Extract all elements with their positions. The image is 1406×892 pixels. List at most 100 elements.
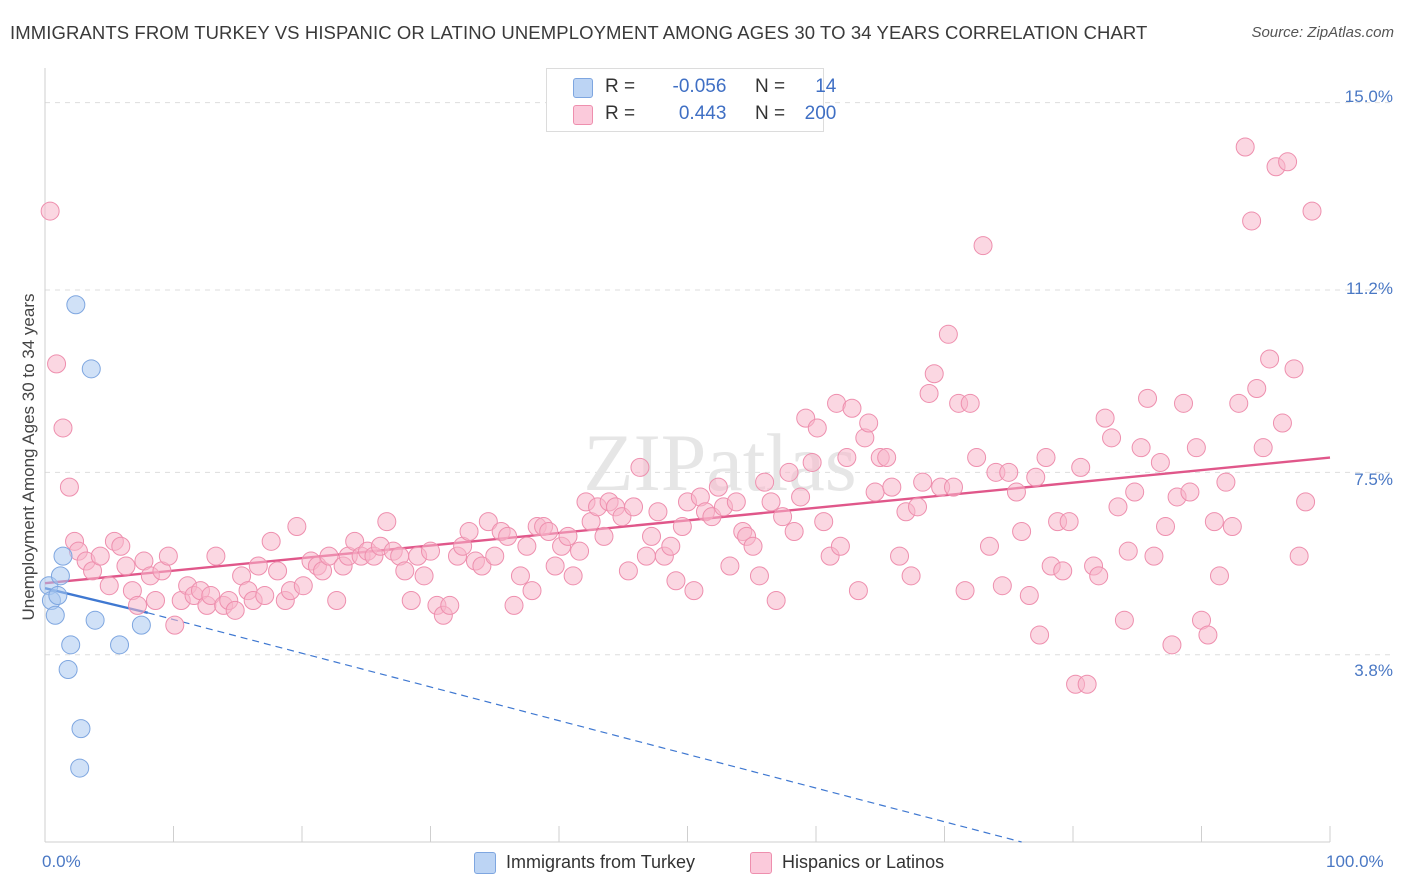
hispanic-point [1229, 393, 1249, 413]
hispanic-point [848, 581, 868, 601]
hispanic-point [594, 526, 614, 546]
source-credit: Source: ZipAtlas.com [1251, 24, 1394, 41]
hispanic-point [1071, 457, 1091, 477]
hispanic-point [708, 477, 728, 497]
hispanic-point [248, 556, 268, 576]
hispanic-point [293, 576, 313, 596]
turkey-point [131, 615, 151, 635]
hispanic-point [1102, 428, 1122, 448]
hispanic-point [1012, 521, 1032, 541]
turkey-point [71, 719, 91, 739]
legend-swatch [750, 852, 772, 874]
hispanic-point [877, 448, 897, 468]
hispanic-point [636, 546, 656, 566]
chart-title: IMMIGRANTS FROM TURKEY VS HISPANIC OR LA… [10, 22, 1148, 43]
hispanic-point [504, 595, 524, 615]
hispanic-point [1278, 152, 1298, 172]
hispanic-point [459, 521, 479, 541]
hispanic-point [59, 477, 79, 497]
hispanic-point [1204, 512, 1224, 532]
turkey-point [110, 635, 130, 655]
turkey-point [61, 635, 81, 655]
hispanic-point [90, 546, 110, 566]
hispanic-point [225, 600, 245, 620]
hispanic-point [830, 536, 850, 556]
hispanic-point [661, 536, 681, 556]
hispanic-point [1053, 561, 1073, 581]
r-label: R = [605, 103, 636, 124]
hispanic-point [779, 462, 799, 482]
y-tick-label: 7.5% [1354, 470, 1393, 489]
hispanic-point [720, 556, 740, 576]
hispanic-point [882, 477, 902, 497]
hispanic-point [319, 546, 339, 566]
hispanic-point [1222, 517, 1242, 537]
turkey-point [53, 546, 73, 566]
turkey-point [58, 659, 78, 679]
hispanic-point [761, 492, 781, 512]
legend-swatch [573, 78, 593, 98]
hispanic-point [1216, 472, 1236, 492]
hispanic-point [261, 531, 281, 551]
hispanic-point [558, 526, 578, 546]
y-tick-label: 11.2% [1346, 279, 1393, 298]
hispanic-point [206, 546, 226, 566]
data-points [39, 137, 1322, 778]
x-tick-label: 0.0% [42, 852, 81, 871]
y-tick-label: 3.8% [1354, 661, 1393, 680]
hispanic-point [1036, 448, 1056, 468]
hispanic-point [618, 561, 638, 581]
hispanic-point [1030, 625, 1050, 645]
hispanic-point [478, 512, 498, 532]
hispanic-point [395, 561, 415, 581]
hispanic-point [440, 595, 460, 615]
hispanic-point [1144, 546, 1164, 566]
hispanic-point [1006, 482, 1026, 502]
turkey-point [48, 586, 68, 606]
hispanic-point [53, 418, 73, 438]
y-tick-label: 15.0% [1344, 87, 1393, 106]
hispanic-point [684, 581, 704, 601]
hispanic-point [973, 236, 993, 256]
hispanic-point [1077, 674, 1097, 694]
hispanic-point [472, 556, 492, 576]
hispanic-point [749, 566, 769, 586]
hispanic-point [1059, 512, 1079, 532]
hispanic-point [1108, 497, 1128, 517]
hispanic-point [1289, 546, 1309, 566]
hispanic-point [791, 487, 811, 507]
turkey-point [85, 610, 105, 630]
hispanic-point [545, 556, 565, 576]
hispanic-point [421, 541, 440, 561]
hispanic-point [802, 452, 822, 472]
hispanic-point [890, 546, 910, 566]
hispanic-point [99, 576, 119, 596]
hispanic-point [268, 561, 288, 581]
hispanic-point [1302, 201, 1322, 221]
correlation-legend: R = -0.056 N = 14 R = 0.443 N = 200 [546, 68, 836, 132]
hispanic-point [1019, 586, 1039, 606]
hispanic-point [1156, 517, 1176, 537]
hispanic-point [128, 595, 148, 615]
hispanic-point [563, 566, 583, 586]
hispanic-point [859, 413, 879, 433]
hispanic-point [1247, 379, 1267, 399]
hispanic-point [1118, 541, 1138, 561]
hispanic-point [1150, 452, 1170, 472]
hispanic-point [666, 571, 686, 591]
y-axis-label: Unemployment Among Ages 30 to 34 years [19, 293, 38, 621]
hispanic-point [1284, 359, 1304, 379]
hispanic-point [743, 536, 763, 556]
n-value: 14 [815, 76, 837, 97]
hispanic-point [865, 482, 885, 502]
legend-swatch [474, 852, 496, 874]
hispanic-point [414, 566, 434, 586]
hispanic-point [401, 590, 421, 610]
turkey-point [81, 359, 101, 379]
hispanic-point [1095, 408, 1115, 428]
legend-label: Hispanics or Latinos [782, 852, 945, 872]
turkey-point [50, 566, 70, 586]
hispanic-point [773, 507, 793, 527]
hispanic-point [938, 324, 958, 344]
n-value: 200 [804, 103, 837, 124]
